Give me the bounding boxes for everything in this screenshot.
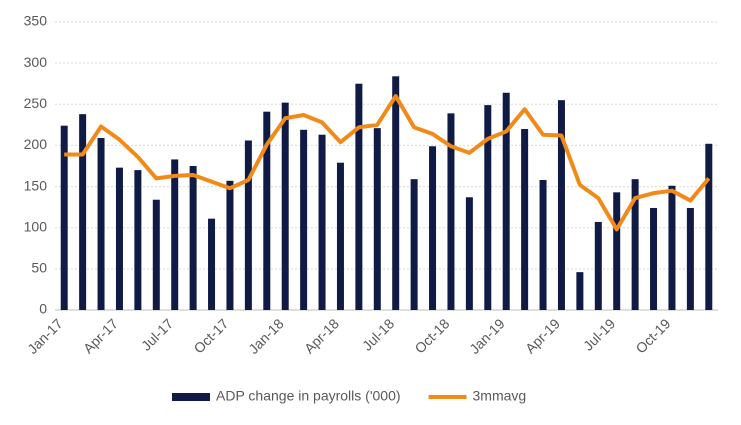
bar xyxy=(613,192,621,310)
x-tick-label: Jan-18 xyxy=(245,315,287,357)
bar xyxy=(355,83,363,310)
bar xyxy=(594,221,602,310)
x-tick-label: Jul-19 xyxy=(580,315,618,353)
y-tick-label: 200 xyxy=(24,136,48,152)
bar xyxy=(189,166,197,310)
y-tick-label: 100 xyxy=(24,218,48,234)
bar xyxy=(410,179,418,310)
x-tick-label: Jan-19 xyxy=(466,315,508,357)
bar xyxy=(539,179,547,310)
bar xyxy=(429,146,437,310)
y-tick-label: 250 xyxy=(24,95,48,111)
line xyxy=(64,94,711,232)
bar xyxy=(60,125,68,311)
bar xyxy=(208,218,216,310)
bar xyxy=(373,128,381,310)
x-tick-label: Jul-18 xyxy=(359,315,397,353)
bar xyxy=(171,159,179,310)
y-tick-label: 150 xyxy=(24,177,48,193)
bar xyxy=(97,138,105,310)
x-tick-label: Apr-18 xyxy=(301,315,342,356)
bar xyxy=(557,100,565,311)
bar xyxy=(226,180,234,310)
bar xyxy=(705,143,713,310)
x-tick-label: Apr-17 xyxy=(80,315,121,356)
x-tick-label: Jul-17 xyxy=(138,315,176,353)
bar xyxy=(336,162,344,310)
x-tick-label: Jan-17 xyxy=(24,315,66,357)
bar xyxy=(392,76,400,311)
bar xyxy=(281,102,289,310)
bar xyxy=(484,105,492,310)
bar xyxy=(79,114,87,310)
legend-label: 3mmavg xyxy=(473,388,527,404)
bar xyxy=(300,129,308,310)
bar xyxy=(502,92,510,310)
x-tick-label: Oct-17 xyxy=(190,315,231,356)
bar xyxy=(318,134,326,310)
legend-label: ADP change in payrolls ('000) xyxy=(216,388,401,404)
bar xyxy=(686,207,694,310)
bar xyxy=(152,199,160,310)
x-tick-label: Oct-18 xyxy=(411,315,452,356)
x-tick-label: Apr-19 xyxy=(522,315,563,356)
bar xyxy=(576,272,584,310)
bar xyxy=(631,179,639,310)
bar xyxy=(263,111,271,310)
y-tick-label: 50 xyxy=(31,260,47,276)
bar xyxy=(115,167,123,310)
y-tick-label: 0 xyxy=(39,301,47,317)
y-tick-label: 300 xyxy=(24,54,48,70)
y-tick-label: 350 xyxy=(24,13,48,29)
legend-swatch xyxy=(172,393,210,401)
x-tick-label: Oct-19 xyxy=(632,315,673,356)
bar xyxy=(465,197,473,310)
bar xyxy=(668,185,676,310)
bar xyxy=(650,207,658,310)
bar xyxy=(447,113,455,310)
bar xyxy=(521,128,529,310)
bar xyxy=(134,170,142,310)
bar xyxy=(244,140,252,310)
